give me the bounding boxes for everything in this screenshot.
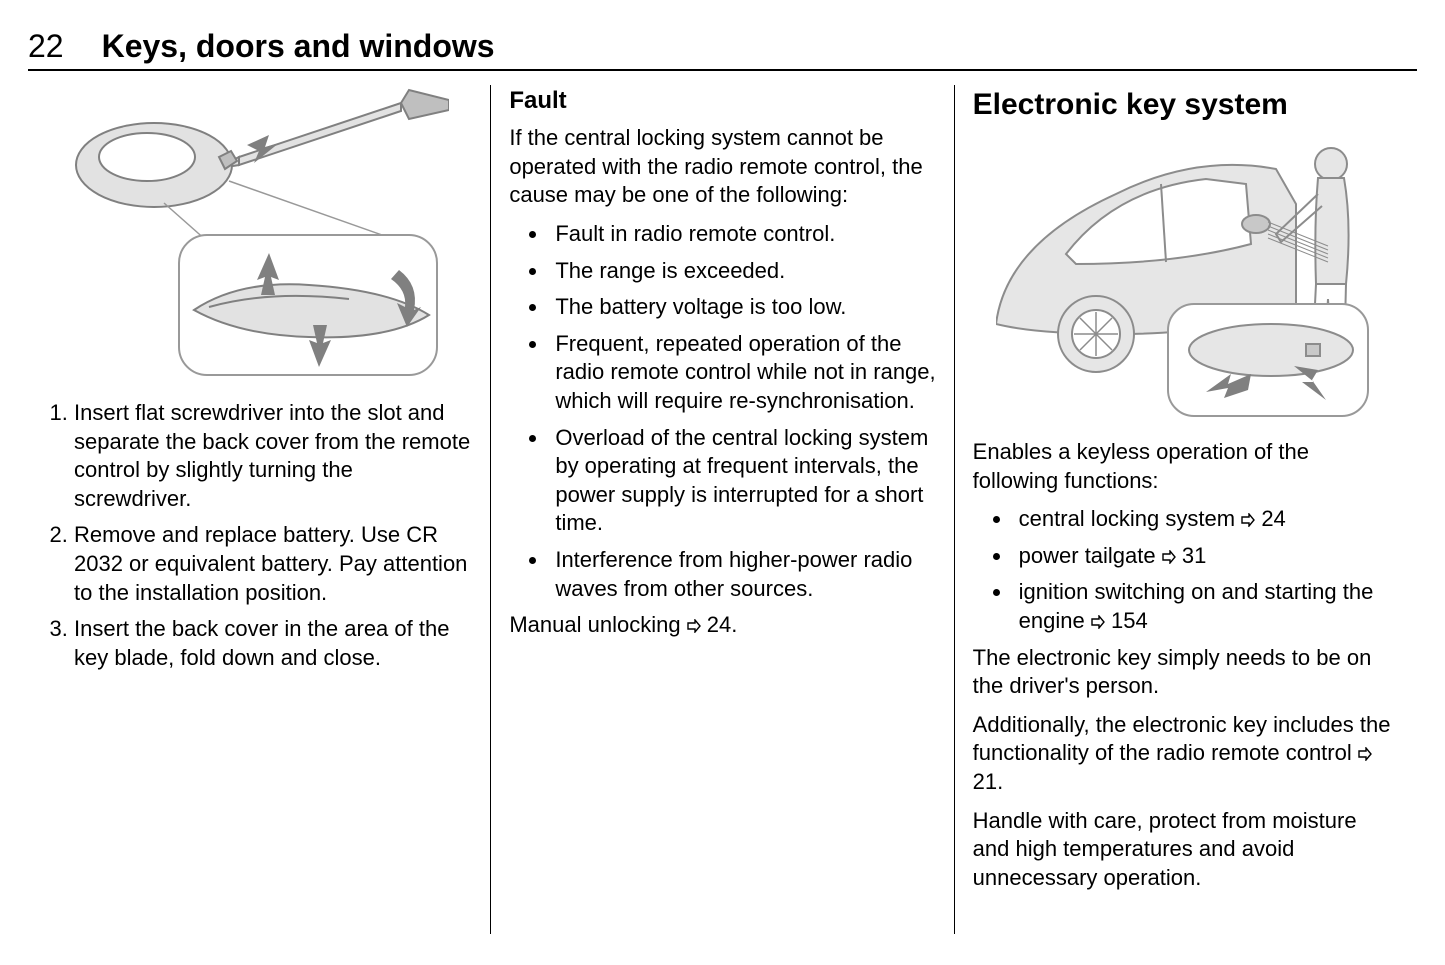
list-item: Insert flat screwdriver into the slot an… xyxy=(74,399,472,513)
ref-suffix: . xyxy=(997,769,1003,794)
ref-text: central locking system xyxy=(1019,506,1242,531)
page-header: 22 Keys, doors and windows xyxy=(28,28,1417,71)
ekey-heading: Electronic key system xyxy=(973,85,1399,124)
page-ref-icon xyxy=(1241,513,1255,527)
ref-page: 31 xyxy=(1182,543,1206,568)
list-item: Remove and replace battery. Use CR 2032 … xyxy=(74,521,472,607)
ref-text: power tailgate xyxy=(1019,543,1162,568)
ref-text: ignition switching on and starting the e… xyxy=(1019,579,1374,633)
list-item: The battery voltage is too low. xyxy=(549,293,935,322)
key-battery-illustration xyxy=(69,85,449,385)
fault-intro: If the central locking system cannot be … xyxy=(509,124,935,210)
fault-list: Fault in radio remote control. The range… xyxy=(509,220,935,603)
column-1: Insert flat screwdriver into the slot an… xyxy=(28,85,490,934)
list-item: ignition switching on and starting the e… xyxy=(1013,578,1399,635)
section-title: Keys, doors and windows xyxy=(102,28,495,65)
battery-steps-list: Insert flat screwdriver into the slot an… xyxy=(46,399,472,672)
ref-page: 21 xyxy=(973,769,997,794)
ekey-function-list: central locking system 24 power tailgate… xyxy=(973,505,1399,635)
column-2: Fault If the central locking system cann… xyxy=(490,85,953,934)
list-item: Frequent, repeated operation of the radi… xyxy=(549,330,935,416)
manual-unlock-ref: Manual unlocking 24. xyxy=(509,611,935,640)
page-ref-icon xyxy=(687,619,701,633)
ekey-illustration xyxy=(996,134,1376,424)
content-columns: Insert flat screwdriver into the slot an… xyxy=(28,85,1417,934)
list-item: central locking system 24 xyxy=(1013,505,1399,534)
list-item: power tailgate 31 xyxy=(1013,542,1399,571)
page-number: 22 xyxy=(28,28,64,65)
list-item: Fault in radio remote control. xyxy=(549,220,935,249)
fault-heading: Fault xyxy=(509,85,935,116)
ekey-intro: Enables a keyless operation of the follo… xyxy=(973,438,1399,495)
ref-page: 154 xyxy=(1111,608,1148,633)
page-ref-icon xyxy=(1358,747,1372,761)
body-text: Additionally, the electronic key include… xyxy=(973,711,1399,797)
body-text: Handle with care, protect from moisture … xyxy=(973,807,1399,893)
body-text: The electronic key simply needs to be on… xyxy=(973,644,1399,701)
column-3: Electronic key system xyxy=(954,85,1417,934)
page-ref-icon xyxy=(1162,550,1176,564)
manual-page: 22 Keys, doors and windows xyxy=(0,0,1445,965)
list-item: The range is exceeded. xyxy=(549,257,935,286)
ref-page: 24 xyxy=(1261,506,1285,531)
list-item: Interference from higher-power radio wav… xyxy=(549,546,935,603)
ref-page: 24 xyxy=(707,612,731,637)
list-item: Insert the back cover in the area of the… xyxy=(74,615,472,672)
list-item: Overload of the central locking system b… xyxy=(549,424,935,538)
ref-text: Additionally, the electronic key include… xyxy=(973,712,1391,766)
page-ref-icon xyxy=(1091,615,1105,629)
ref-text: Manual unlocking xyxy=(509,612,686,637)
